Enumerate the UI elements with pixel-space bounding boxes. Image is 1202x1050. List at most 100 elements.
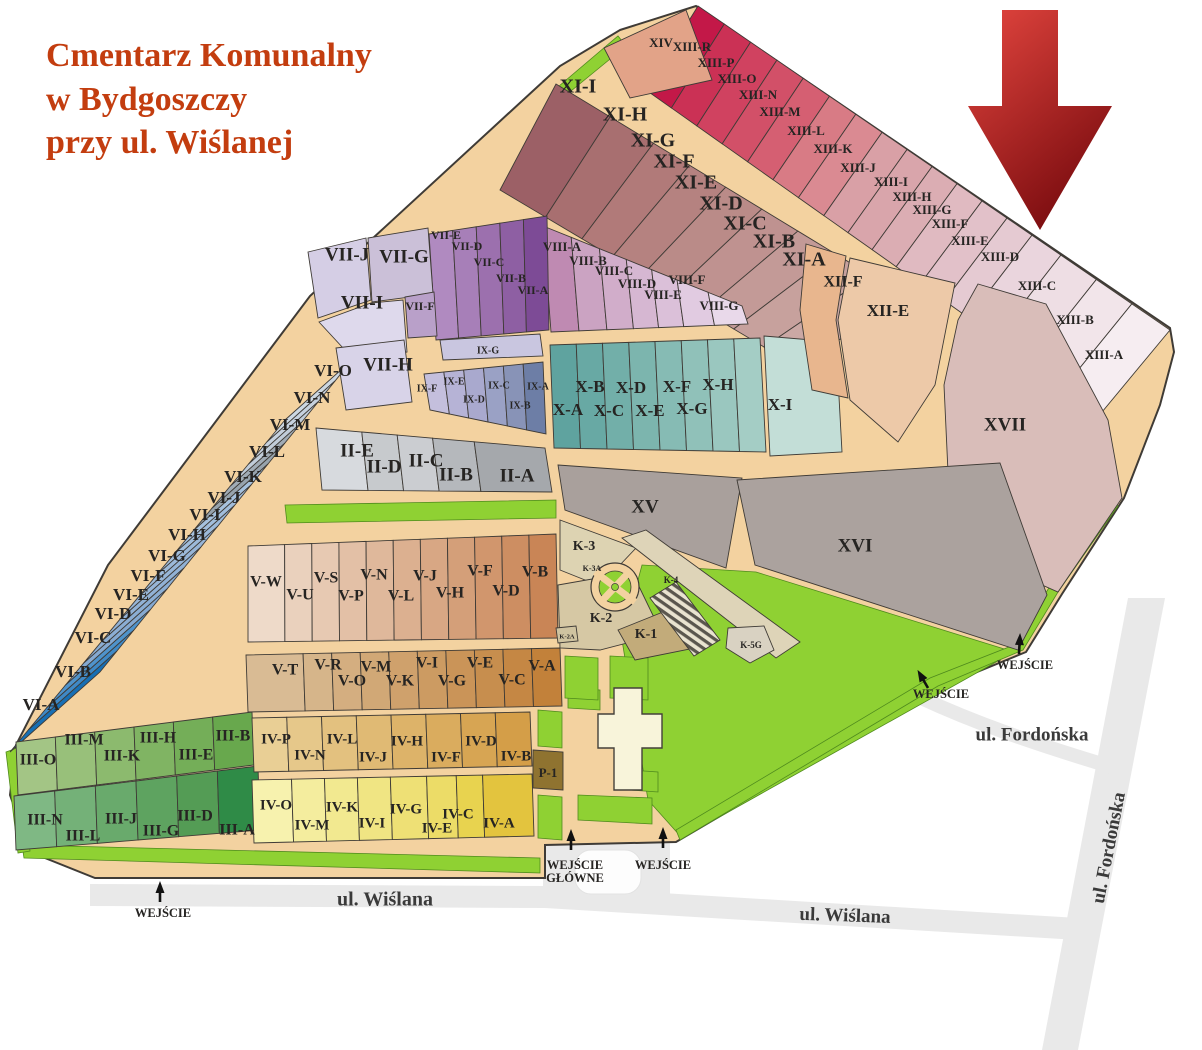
section-label: K-3A <box>583 564 602 573</box>
section-X-A <box>549 343 581 449</box>
section-label: XIII-D <box>981 249 1019 264</box>
section-label: K-2 <box>590 611 613 626</box>
section-label: IV-M <box>295 817 330 833</box>
section-VII-A <box>522 215 550 333</box>
section-label: IX-F <box>417 383 438 394</box>
section-label: VII-H <box>363 354 413 375</box>
section-label: XIII-R <box>673 39 712 54</box>
entrance-arrow-icon <box>566 829 576 841</box>
section-IV-A <box>482 773 535 838</box>
section-label: XIV <box>649 35 673 50</box>
section-label: V-R <box>314 657 342 674</box>
section-label: V-A <box>528 658 556 675</box>
section-label: V-B <box>522 564 549 581</box>
section-label: IV-K <box>326 799 359 815</box>
title-line-1: Cmentarz Komunalny <box>46 37 372 74</box>
section-label: VI-M <box>270 415 311 434</box>
section-label: IV-P <box>261 731 291 747</box>
section-label: III-B <box>216 728 251 745</box>
section-label: II-D <box>367 456 402 477</box>
section-X-H <box>733 337 767 453</box>
section-label: V-L <box>388 588 414 605</box>
section-label: K-3 <box>573 539 596 554</box>
section-label: VII-A <box>518 283 549 297</box>
section-label: VI-J <box>207 488 241 507</box>
section-label: III-K <box>104 748 141 765</box>
section-label: XVII <box>984 414 1026 435</box>
section-label: K-4 <box>664 575 679 585</box>
section-label: XIII-B <box>1056 312 1094 327</box>
section-label: VI-F <box>131 566 166 585</box>
section-VIII-G <box>707 291 749 326</box>
section-III-D <box>176 770 220 838</box>
section-label: IV-G <box>390 801 423 817</box>
section-label: V-K <box>386 673 415 690</box>
section-K-5G <box>725 625 775 664</box>
section-label: VI-D <box>95 604 132 623</box>
section-label: IX-D <box>463 394 485 405</box>
section-label: X-B <box>575 377 604 396</box>
section-label: XIII-A <box>1085 347 1124 362</box>
section-label: XIII-K <box>813 141 853 156</box>
section-label: V-D <box>492 583 519 600</box>
section-label: V-G <box>438 673 467 690</box>
section-label: X-C <box>594 401 624 420</box>
section-label: IV-I <box>359 815 386 831</box>
section-label: VI-H <box>168 525 206 544</box>
section-label: XIII-L <box>787 123 825 138</box>
section-label: XIII-F <box>932 216 969 231</box>
section-label: IV-F <box>431 749 461 765</box>
section-label: XI-C <box>723 213 766 235</box>
section-label: P-1 <box>539 765 558 780</box>
section-K-4 <box>621 529 801 659</box>
section-label: IV-J <box>359 749 388 765</box>
section-label: K-1 <box>635 627 658 642</box>
section-XVI <box>736 462 1048 651</box>
section-label: XIII-J <box>840 160 876 175</box>
section-label: IX-G <box>477 345 499 356</box>
section-label: VI-O <box>314 361 352 380</box>
section-label: V-P <box>338 588 364 605</box>
section-label: XIII-P <box>698 55 735 70</box>
section-V-B <box>528 533 559 639</box>
section-VII-H <box>335 339 413 411</box>
section-label: VII-D <box>452 239 483 253</box>
section-label: V-I <box>416 655 438 672</box>
section-XV <box>557 464 743 569</box>
section-IX-A <box>522 361 547 435</box>
section-label: V-S <box>314 570 339 587</box>
section-II-A <box>473 441 553 493</box>
section-label: II-B <box>439 464 473 485</box>
title-line-3: przy ul. Wiślanej <box>46 124 294 162</box>
section-label: VI-A <box>23 695 61 714</box>
section-label: XIII-H <box>892 189 931 204</box>
section-label: V-T <box>272 662 299 679</box>
section-IX-G <box>439 333 544 361</box>
section-label: XIII-E <box>951 233 989 248</box>
section-label: XI-A <box>782 249 826 271</box>
entrance-label: WEJŚCIE <box>547 858 603 872</box>
section-X-B <box>575 342 608 450</box>
section-label: VIII-F <box>669 272 706 287</box>
section-label: XV <box>631 496 659 517</box>
section-label: XIII-C <box>1018 278 1056 293</box>
entrance-arrow-icon <box>155 881 165 893</box>
section-V-W <box>247 544 286 643</box>
entrance-label: WEJŚCIE <box>635 858 691 872</box>
green-area <box>577 794 653 825</box>
roundabout-center <box>611 583 619 591</box>
section-label: IX-E <box>443 376 464 387</box>
section-label: XI-H <box>603 104 648 126</box>
section-V-A <box>530 647 563 708</box>
green-area <box>564 655 599 701</box>
section-label: VII-E <box>431 228 461 242</box>
section-label: VII-B <box>496 271 526 285</box>
section-graves-rows <box>649 581 721 657</box>
section-label: III-G <box>143 823 180 840</box>
section-label: K-2A <box>559 633 574 640</box>
section-label: III-J <box>105 811 137 828</box>
section-label: IV-H <box>391 733 424 749</box>
section-label: III-N <box>27 812 63 829</box>
